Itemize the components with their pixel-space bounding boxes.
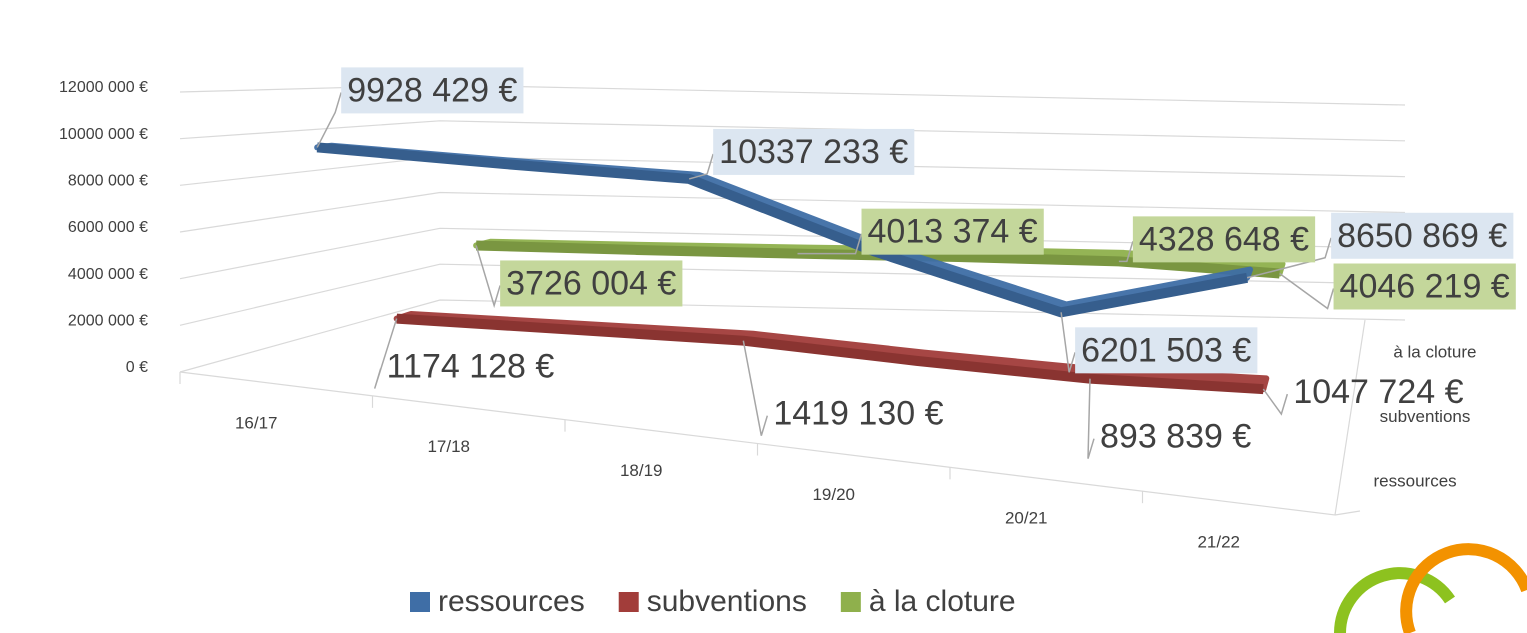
data-label-box bbox=[1333, 263, 1516, 310]
data-label-text: 893 839 € bbox=[1100, 418, 1251, 456]
depth-label: ressources bbox=[1374, 471, 1457, 490]
data-label-text: 4046 219 € bbox=[1340, 268, 1510, 306]
leader-line bbox=[1246, 237, 1332, 279]
data-label: 893 839 € bbox=[1100, 418, 1251, 456]
data-label-text: 1047 724 € bbox=[1293, 373, 1463, 411]
leader-line bbox=[316, 92, 342, 148]
legend-label: ressources bbox=[438, 585, 585, 618]
x-tick-label: 19/20 bbox=[812, 485, 855, 504]
y-tick-label: 12000 000 € bbox=[59, 79, 148, 96]
legend: ressources subventions à la cloture bbox=[410, 585, 1016, 618]
data-label: 1174 128 € bbox=[387, 348, 555, 386]
data-label: 1419 130 € bbox=[773, 395, 943, 433]
data-label-text: 3726 004 € bbox=[506, 264, 676, 302]
leader-line bbox=[1118, 241, 1134, 263]
data-label-text: 6201 503 € bbox=[1081, 331, 1251, 369]
data-label: 1047 724 € bbox=[1293, 373, 1463, 411]
y-tick-label: 8000 000 € bbox=[68, 173, 148, 190]
x-tick-label: 16/17 bbox=[235, 413, 278, 432]
y-tick-label: 0 € bbox=[126, 359, 148, 376]
data-label: 4046 219 € bbox=[1333, 263, 1516, 310]
leader-line bbox=[742, 340, 769, 436]
x-tick-label: 21/22 bbox=[1197, 533, 1240, 552]
series-line bbox=[396, 313, 1264, 395]
legend-swatch bbox=[840, 592, 861, 612]
data-label: 4013 374 € bbox=[861, 208, 1044, 255]
leader-line bbox=[1279, 272, 1335, 310]
legend-label: subventions bbox=[647, 585, 807, 618]
series-line bbox=[316, 142, 1249, 318]
grid-line bbox=[179, 191, 1406, 233]
depth-label: à la cloture bbox=[1393, 343, 1476, 362]
data-label-box bbox=[1132, 216, 1316, 263]
data-label-box bbox=[1331, 212, 1514, 259]
grid-line bbox=[179, 263, 1406, 326]
y-tick-label: 6000 000 € bbox=[68, 219, 148, 236]
data-label-box bbox=[341, 67, 524, 114]
data-label-text: 1419 130 € bbox=[773, 395, 943, 433]
legend-swatch bbox=[410, 592, 430, 612]
data-label-text: 8650 869 € bbox=[1337, 217, 1507, 255]
data-label-text: 4013 374 € bbox=[868, 213, 1038, 251]
legend-swatch bbox=[618, 592, 639, 612]
grid-line bbox=[179, 227, 1406, 280]
data-label-box bbox=[861, 208, 1044, 255]
leader-line bbox=[1060, 312, 1076, 373]
data-label-text: 10337 233 € bbox=[719, 133, 908, 171]
x-tick-label: 17/18 bbox=[427, 437, 470, 456]
leader-line bbox=[475, 245, 501, 309]
data-label-text: 9928 429 € bbox=[347, 71, 517, 109]
data-label: 9928 429 € bbox=[341, 67, 524, 114]
depth-label: subventions bbox=[1380, 407, 1471, 426]
leader-line bbox=[797, 233, 863, 255]
data-label: 3726 004 € bbox=[500, 260, 683, 307]
data-label: 4328 648 € bbox=[1132, 216, 1316, 263]
leader-line bbox=[688, 153, 714, 180]
data-label-box bbox=[500, 260, 683, 307]
logo bbox=[1334, 543, 1527, 633]
leader-line bbox=[1262, 388, 1289, 416]
legend-label: à la cloture bbox=[869, 585, 1016, 618]
leader-line bbox=[1087, 378, 1095, 459]
data-label: 6201 503 € bbox=[1075, 327, 1258, 374]
data-label-box bbox=[713, 128, 915, 175]
y-tick-label: 4000 000 € bbox=[68, 266, 148, 283]
grid-line bbox=[179, 299, 1406, 373]
leader-line bbox=[373, 318, 398, 389]
y-tick-label: 10000 000 € bbox=[59, 126, 148, 143]
data-label-box bbox=[1075, 327, 1258, 374]
x-tick-label: 18/19 bbox=[620, 461, 663, 480]
data-label: 8650 869 € bbox=[1331, 212, 1514, 259]
x-tick-label: 20/21 bbox=[1005, 509, 1048, 528]
data-label-text: 4328 648 € bbox=[1139, 220, 1309, 258]
grid-line bbox=[179, 120, 1406, 142]
y-tick-label: 2000 000 € bbox=[68, 313, 148, 330]
data-label: 10337 233 € bbox=[713, 128, 915, 175]
data-label-text: 1174 128 € bbox=[387, 348, 555, 386]
